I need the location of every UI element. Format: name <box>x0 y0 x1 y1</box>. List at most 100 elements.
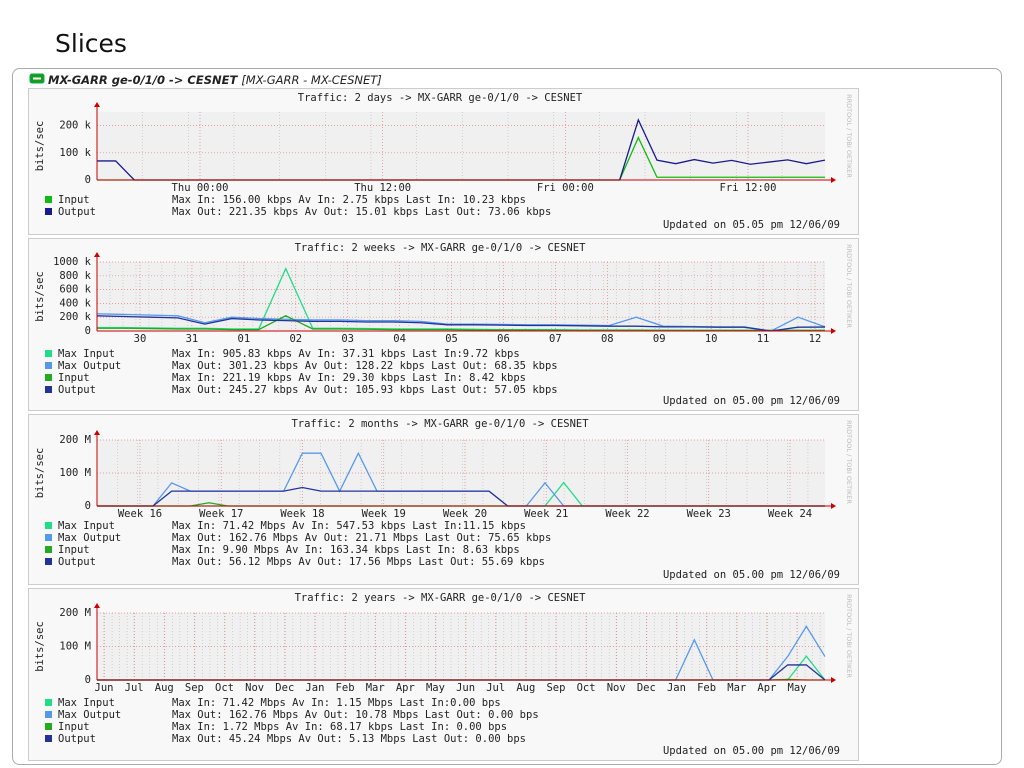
legend-swatch <box>45 711 52 718</box>
y-tick-label: 400 k <box>59 297 91 309</box>
legend-name: Output <box>58 556 96 568</box>
traffic-line <box>96 315 826 332</box>
legend-swatch <box>45 522 52 529</box>
legend-swatch <box>45 699 52 706</box>
panel-title: MX-GARR ge-0/1/0 -> CESNET [MX-GARR - MX-… <box>48 73 382 87</box>
x-tick-label: Apr <box>396 682 415 694</box>
y-arrow <box>94 430 100 435</box>
y-tick-label: 100 M <box>59 467 91 479</box>
graph-title: Traffic: 2 weeks -> MX-GARR ge-0/1/0 -> … <box>295 242 586 254</box>
y-tick-label: 200 k <box>59 311 91 323</box>
x-tick-label: Jan <box>667 682 686 694</box>
graph-title: Traffic: 2 months -> MX-GARR ge-0/1/0 ->… <box>291 418 589 430</box>
x-tick-label: Sep <box>546 682 565 694</box>
legend-swatch <box>45 350 52 357</box>
x-tick-label: Dec <box>275 682 294 694</box>
panel-subtitle: [MX-GARR - MX-CESNET] <box>241 73 381 87</box>
side-text: RRDTOOL / TOBI OETIKER <box>845 244 853 328</box>
legend-swatch <box>45 208 52 215</box>
x-tick-label: 31 <box>186 333 199 345</box>
x-tick-label: 11 <box>757 333 770 345</box>
panel-title-text: MX-GARR ge-0/1/0 -> CESNET <box>48 73 238 87</box>
x-tick-label: Jul <box>125 682 144 694</box>
legend-name: Max Input <box>58 348 115 360</box>
status-icon-bar <box>33 77 41 80</box>
x-tick-label: 02 <box>289 333 302 345</box>
legend-stats: Max In: 71.42 Mbps Av In: 1.15 Mbps Last… <box>172 697 501 709</box>
x-arrow <box>831 503 836 509</box>
x-tick-label: Fri 12:00 <box>720 182 777 194</box>
x-tick-label: 08 <box>601 333 614 345</box>
x-arrow <box>831 177 836 183</box>
x-tick-label: 30 <box>134 333 147 345</box>
x-tick-label: Nov <box>245 682 264 694</box>
legend-name: Output <box>58 733 96 745</box>
x-tick-label: Mar <box>366 682 385 694</box>
y-tick-label: 200 k <box>59 120 91 132</box>
y-tick-label: 100 M <box>59 641 91 653</box>
y-tick-label: 600 k <box>59 284 91 296</box>
x-tick-label: Thu 00:00 <box>172 182 229 194</box>
side-text: RRDTOOL / TOBI OETIKER <box>845 94 853 178</box>
legend-swatch <box>45 723 52 730</box>
legend-stats: Max Out: 245.27 kbps Av Out: 105.93 kbps… <box>172 384 558 396</box>
side-text: RRDTOOL / TOBI OETIKER <box>845 420 853 504</box>
legend-swatch <box>45 386 52 393</box>
x-tick-label: Fri 00:00 <box>537 182 594 194</box>
x-tick-label: Week 22 <box>605 508 649 520</box>
y-tick-label: 100 k <box>59 147 91 159</box>
legend-name: Input <box>58 372 90 384</box>
x-tick-label: Mar <box>727 682 746 694</box>
x-tick-label: Jun <box>456 682 475 694</box>
x-tick-label: 01 <box>238 333 251 345</box>
legend-stats: Max In: 71.42 Mbps Av In: 547.53 kbps La… <box>172 520 526 532</box>
x-tick-label: 12 <box>809 333 822 345</box>
y-arrow <box>94 252 100 257</box>
x-tick-label: Sep <box>185 682 204 694</box>
y-tick-label: 0 <box>85 500 91 512</box>
legend-name: Max Output <box>58 709 121 721</box>
graph-title: Traffic: 2 years -> MX-GARR ge-0/1/0 -> … <box>295 592 586 604</box>
x-tick-label: Week 16 <box>118 508 162 520</box>
updated: Updated on 05.00 pm 12/06/09 <box>663 745 840 757</box>
x-tick-label: Nov <box>607 682 626 694</box>
x-tick-label: 05 <box>445 333 458 345</box>
x-tick-label: Week 20 <box>443 508 487 520</box>
legend-name: Input <box>58 544 90 556</box>
legend-name: Input <box>58 721 90 733</box>
legend-stats: Max Out: 301.23 kbps Av Out: 128.22 kbps… <box>172 360 558 372</box>
x-tick-label: Week 17 <box>199 508 243 520</box>
plot-area <box>97 112 825 180</box>
x-tick-label: 10 <box>705 333 718 345</box>
y-arrow <box>94 102 100 107</box>
y-tick-label: 0 <box>85 174 91 186</box>
legend-swatch <box>45 196 52 203</box>
legend-name: Max Output <box>58 360 121 372</box>
x-tick-label: Apr <box>757 682 776 694</box>
legend-swatch <box>45 374 52 381</box>
legend-name: Output <box>58 384 96 396</box>
y-axis-label: bits/sec <box>34 448 46 499</box>
legend-name: Max Input <box>58 697 115 709</box>
legend-swatch <box>45 735 52 742</box>
x-tick-label: 07 <box>549 333 562 345</box>
updated: Updated on 05.00 pm 12/06/09 <box>663 395 840 407</box>
legend-stats: Max In: 156.00 kbps Av In: 2.75 kbps Las… <box>172 194 526 206</box>
graph-title: Traffic: 2 days -> MX-GARR ge-0/1/0 -> C… <box>298 92 583 104</box>
x-tick-label: Week 18 <box>280 508 324 520</box>
y-tick-label: 0 <box>85 325 91 337</box>
x-tick-label: Jul <box>486 682 505 694</box>
x-tick-label: Week 19 <box>362 508 406 520</box>
side-text: RRDTOOL / TOBI OETIKER <box>845 594 853 678</box>
y-tick-label: 1000 k <box>53 256 92 268</box>
x-tick-label: Aug <box>516 682 535 694</box>
x-tick-label: May <box>426 682 445 694</box>
x-tick-label: Feb <box>697 682 716 694</box>
x-tick-label: Aug <box>155 682 174 694</box>
legend-name: Max Input <box>58 520 115 532</box>
legend-swatch <box>45 362 52 369</box>
heading: Slices <box>55 29 127 58</box>
x-tick-label: Feb <box>336 682 355 694</box>
